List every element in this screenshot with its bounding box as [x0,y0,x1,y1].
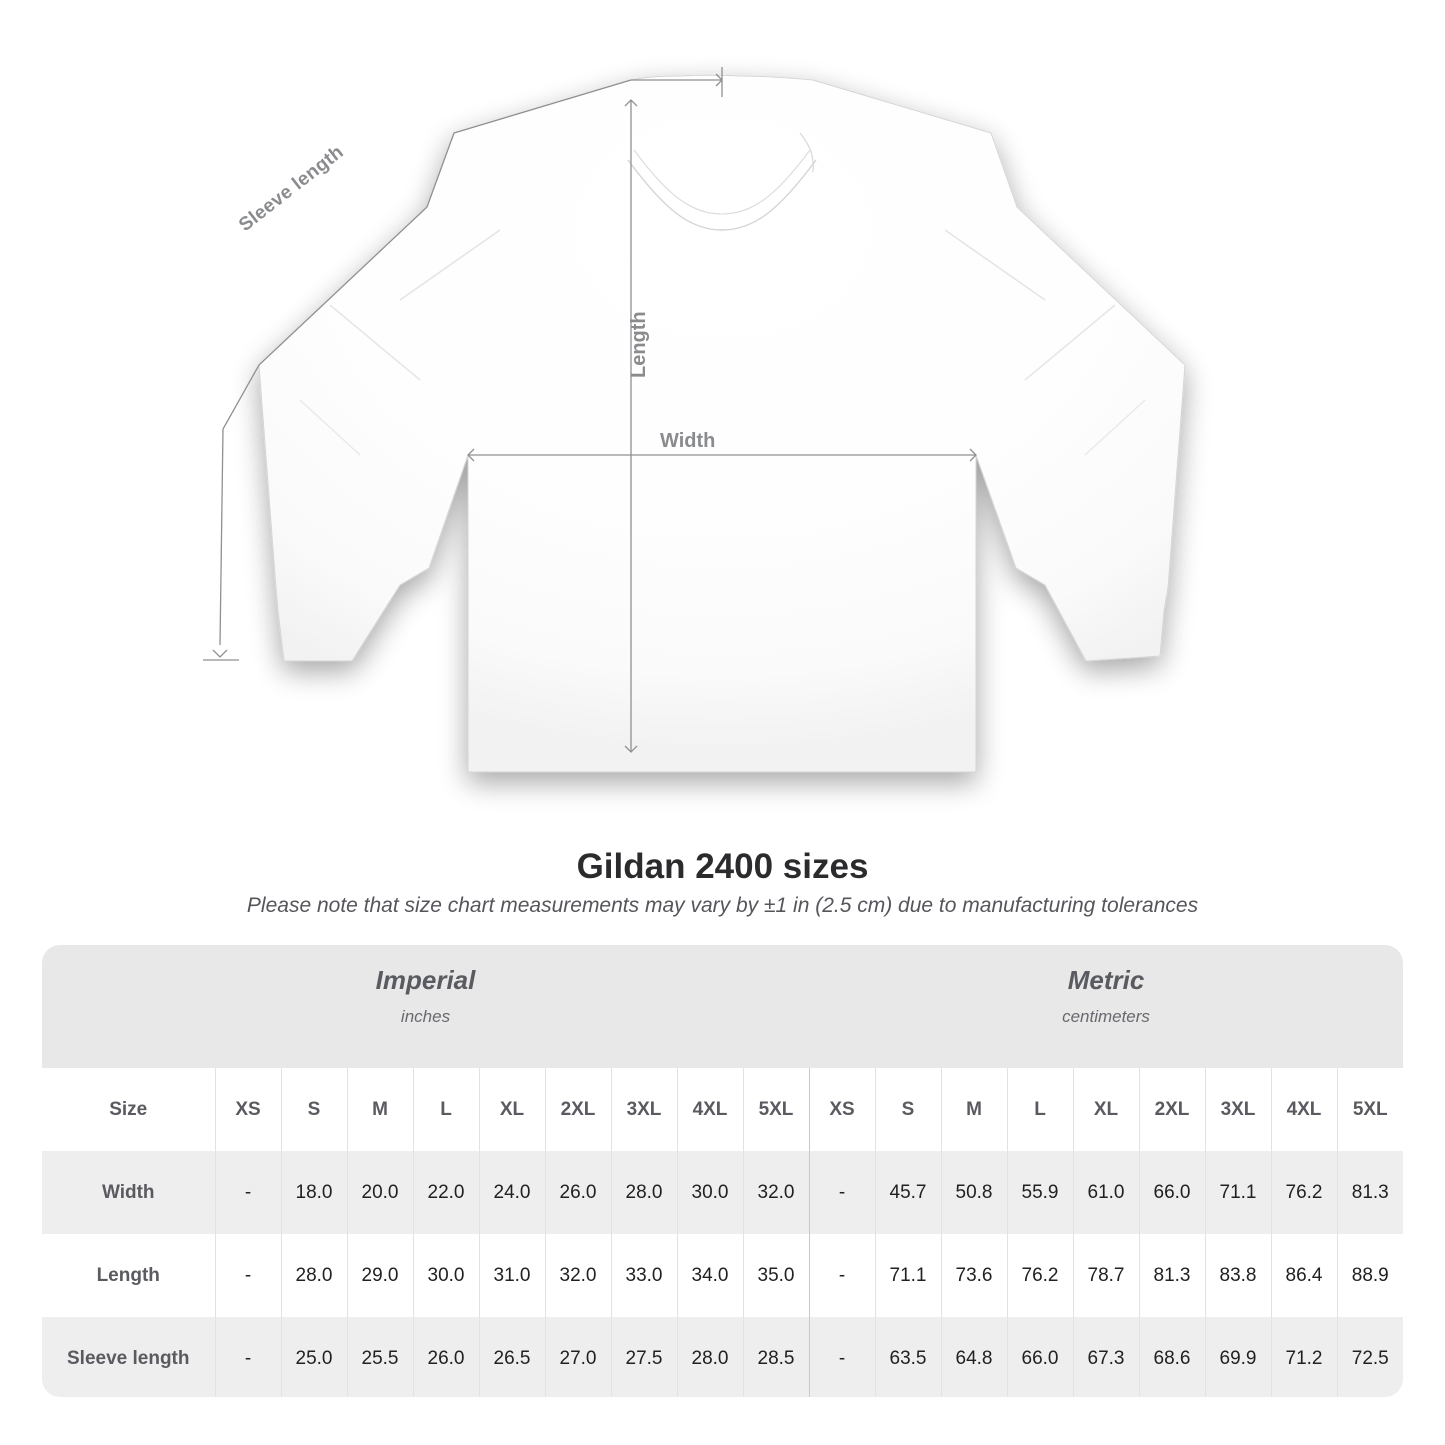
svg-text:Width: Width [660,430,715,452]
svg-text:Length: Length [628,311,650,378]
svg-text:Sleeve length: Sleeve length [235,142,348,236]
